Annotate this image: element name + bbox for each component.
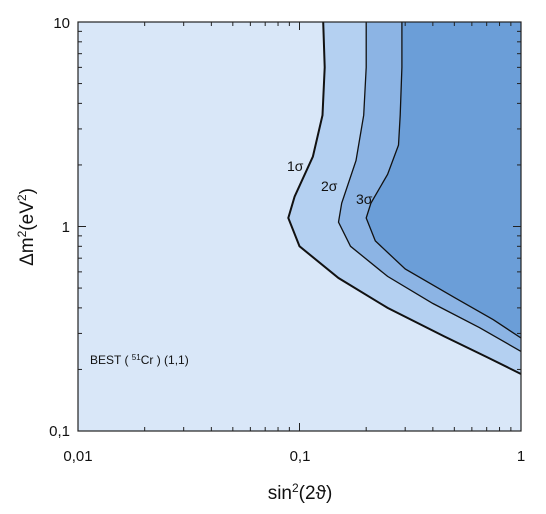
contour-line-1 — [287, 21, 522, 375]
y-tick-label-1: 0,1 — [49, 423, 70, 440]
contour-label-1sigma: 1σ — [287, 158, 304, 174]
contour-label-3sigma: 3σ — [356, 191, 373, 207]
contour-label-2sigma: 2σ — [321, 178, 338, 194]
experiment-annotation: BEST ( 51Cr ) (1,1) — [90, 353, 189, 368]
contour-line-3 — [365, 22, 522, 339]
x-tick-label-2: 0,1 — [290, 448, 311, 465]
contour-line-2 — [337, 22, 522, 352]
x-tick-label-1: 0,01 — [63, 448, 92, 465]
x-axis-title: sin2(2ϑ) — [268, 481, 333, 504]
contour-regions — [287, 21, 522, 375]
y-tick-label-3: 10 — [53, 15, 70, 32]
plot-frame — [77, 21, 522, 432]
y-tick-label-2: 1 — [62, 219, 70, 236]
contour-region-3 — [366, 22, 521, 338]
y-axis-title: Δm2(eV2) — [15, 188, 38, 266]
x-tick-label-3: 1 — [517, 448, 525, 465]
